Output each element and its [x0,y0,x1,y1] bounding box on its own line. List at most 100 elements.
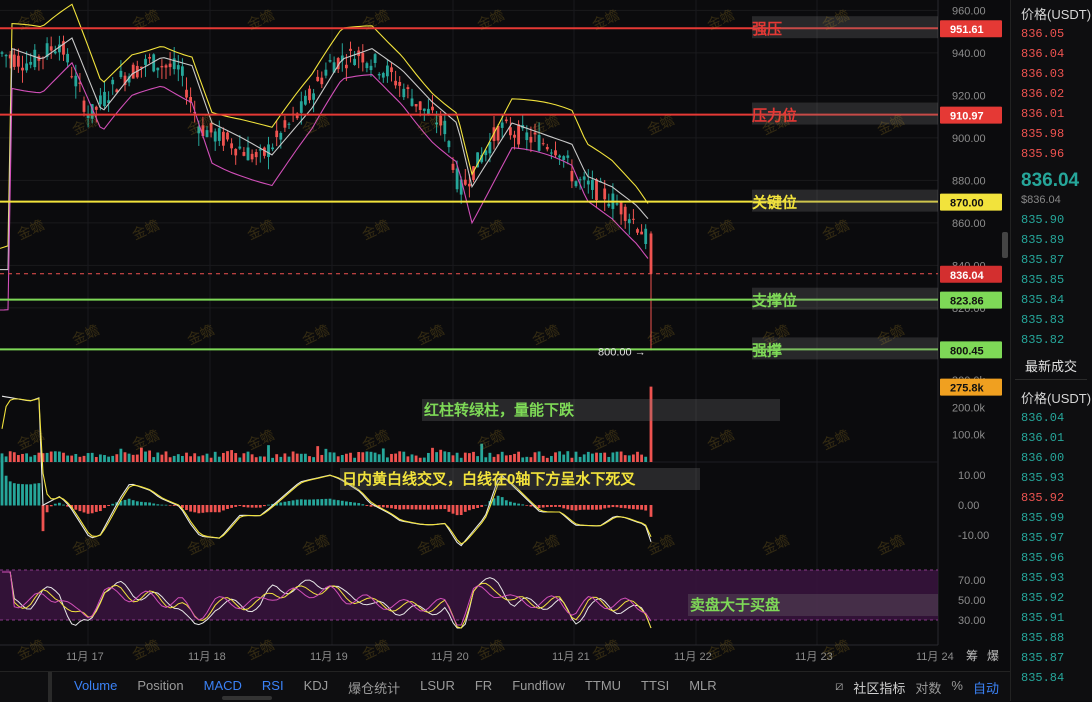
auto-scale-toggle[interactable]: 自动 [972,681,999,696]
trade-row[interactable]: 835.99 [1021,511,1065,525]
trade-row[interactable]: 836.01 [1021,431,1065,445]
macd-bar [521,504,525,506]
ask-row[interactable]: 836.05 [1021,27,1065,41]
tab-kdj[interactable]: KDJ [303,677,329,693]
trade-row[interactable]: 836.00 [1021,451,1065,465]
bid-row[interactable]: 835.84 [1021,293,1065,307]
candle-body [29,61,33,65]
volume-bar [172,455,176,462]
trade-row[interactable]: 835.87 [1021,651,1065,665]
price-chart[interactable]: 960.00940.00920.00900.00880.00860.00840.… [0,0,1010,671]
trade-row[interactable]: 835.92 [1021,491,1065,505]
tab-爆仓统计[interactable]: 爆仓统计 [348,680,401,696]
candle-body [94,106,98,110]
candle-body [299,101,303,113]
volume-bar [119,448,123,462]
candle-body [582,176,586,180]
macd-bar [140,501,143,506]
tab-lsur[interactable]: LSUR [420,677,455,693]
volume-bar [398,451,402,462]
candle-body [427,108,430,115]
toolbar-scrollbar[interactable] [222,696,272,700]
time-tick-label: 11月 21 [552,651,590,663]
community-indicator-icon[interactable]: ⧄ [835,678,844,693]
candle-body [390,67,393,73]
macd-bar [468,505,471,511]
ask-row[interactable]: 836.03 [1021,67,1065,81]
percent-toggle[interactable]: % [951,678,963,693]
volume-bar [578,456,582,462]
tab-position[interactable]: Position [137,677,184,693]
tab-macd[interactable]: MACD [203,677,242,693]
candle-body [640,231,643,235]
macd-bar [58,502,61,506]
macd-bar [451,505,455,514]
ask-row[interactable]: 836.04 [1021,47,1065,61]
tab-mlr[interactable]: MLR [689,677,717,693]
trade-row[interactable]: 835.93 [1021,571,1065,585]
volume-bar [328,452,332,462]
volume-bar [586,451,590,462]
macd-bar [390,505,393,509]
macd-bar [455,505,459,516]
macd-bar [37,483,41,506]
trade-row[interactable]: 835.91 [1021,611,1065,625]
bid-row[interactable]: 835.85 [1021,273,1065,287]
volume-bar [103,455,106,462]
macd-bar [345,501,348,506]
recent-trades-title[interactable]: 最新成交 [1015,350,1087,380]
bid-row[interactable]: 835.83 [1021,313,1065,327]
ask-row[interactable]: 836.01 [1021,107,1065,121]
trade-row[interactable]: 835.92 [1021,591,1065,605]
tab-ttsi[interactable]: TTSI [641,677,670,693]
macd-bar [566,505,570,510]
trade-row[interactable]: 835.88 [1021,631,1065,645]
macd-bar [332,499,336,506]
volume-bar [123,452,127,462]
candle-body [78,82,82,84]
volume-bar [402,451,406,462]
price-axis-scroll-handle[interactable] [1002,232,1008,258]
tab-volume[interactable]: Volume [74,677,118,693]
ask-row[interactable]: 836.02 [1021,87,1065,101]
trade-row[interactable]: 835.96 [1021,551,1065,565]
last-price-tag [940,265,1002,283]
candle-body [17,55,20,67]
bollinger-mid [0,37,649,271]
bid-row[interactable]: 835.89 [1021,233,1065,247]
volume-bar [599,452,602,462]
candle-body [455,168,459,190]
level-price-tag [940,20,1002,38]
ask-row[interactable]: 835.98 [1021,127,1065,141]
tab-ttmu[interactable]: TTMU [584,677,622,693]
trade-row[interactable]: 835.97 [1021,531,1065,545]
ask-row[interactable]: 835.96 [1021,147,1065,161]
candle-body [517,124,520,145]
bid-row[interactable]: 835.87 [1021,253,1065,267]
bid-row[interactable]: 835.82 [1021,333,1065,347]
trade-row[interactable]: 835.84 [1021,671,1065,685]
trade-row[interactable]: 835.93 [1021,471,1065,485]
macd-annotation-box [340,468,700,490]
volume-bar [435,452,438,462]
volume-bar [115,454,119,462]
bid-row[interactable]: 835.90 [1021,213,1065,227]
candle-body [361,52,365,63]
level-price-value: 800.45 [950,345,984,357]
price-tick-label: 920.00 [952,90,986,102]
volume-bar [357,451,361,462]
candle-body [8,54,12,59]
tab-fundflow[interactable]: Fundflow [512,677,565,693]
community-indicators[interactable]: 社区指标 [853,681,906,696]
candle-body [217,128,221,141]
trade-row[interactable]: 836.04 [1021,411,1065,425]
volume-tick-label: 200.0k [952,402,986,414]
tab-fr[interactable]: FR [474,677,493,693]
macd-bar [21,484,24,506]
toolbar-scroll-handle[interactable] [48,672,52,702]
tab-rsi[interactable]: RSI [261,677,284,693]
macd-bar [99,505,102,512]
volume-bar [304,453,307,462]
volume-bar [213,451,217,462]
log-scale-toggle[interactable]: 对数 [915,681,942,696]
